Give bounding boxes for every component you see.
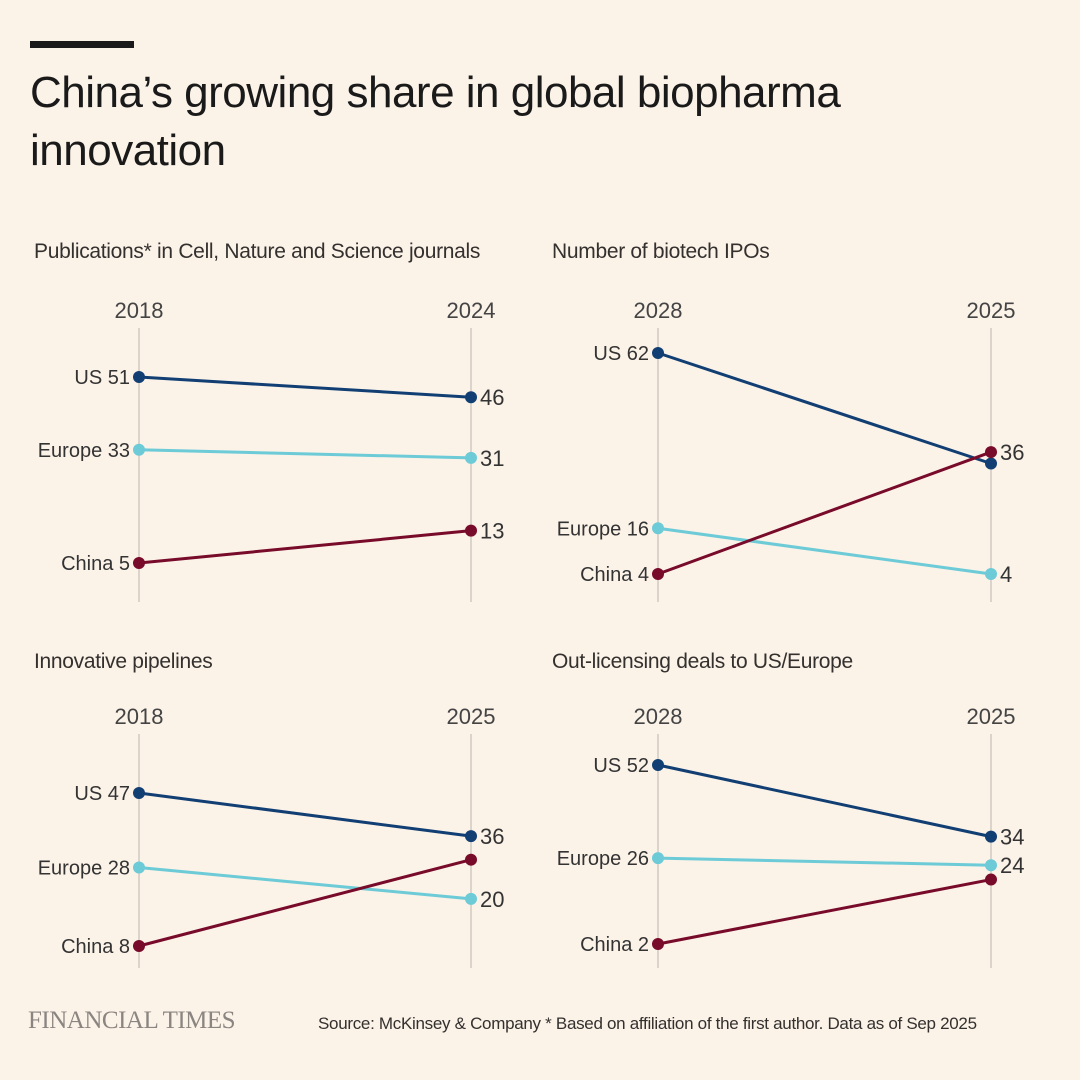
label-europe-start: Europe 16 [557, 518, 649, 540]
title-rule [30, 41, 134, 48]
label-europe-start: Europe 33 [38, 440, 130, 462]
point-us-start [652, 759, 664, 771]
series-line-us [138, 375, 472, 399]
point-china-end [985, 446, 997, 459]
panel-title-publications: Publications* in Cell, Nature and Scienc… [34, 240, 481, 263]
panel-title-pipelines: Innovative pipelines [34, 650, 213, 673]
label-china-end: 36 [1000, 440, 1024, 465]
point-china-end [985, 873, 997, 886]
series-line-europe [138, 448, 472, 460]
point-us-start [652, 347, 664, 359]
page-title: China’s growing share in global biopharm… [30, 68, 841, 175]
panel-title-ipos: Number of biotech IPOs [552, 240, 770, 263]
year-label: 2018 [115, 704, 164, 729]
point-europe-start [652, 522, 664, 535]
series-line-us [138, 791, 472, 838]
series-line-europe [657, 856, 992, 867]
point-china-start [133, 940, 145, 952]
label-europe-end: 4 [1000, 562, 1012, 587]
point-china-start [652, 568, 664, 580]
point-us-end [985, 457, 997, 470]
year-label: 2018 [115, 298, 164, 323]
ft-logo: FINANCIAL TIMES [28, 1007, 236, 1034]
point-europe-end [985, 859, 997, 872]
year-label: 2028 [634, 704, 683, 729]
panel-title-outlicensing: Out-licensing deals to US/Europe [552, 650, 853, 673]
point-china-end [465, 853, 477, 866]
point-europe-end [465, 451, 477, 464]
label-china-start: China 5 [61, 553, 130, 575]
label-us-end: 46 [480, 385, 504, 410]
point-europe-end [985, 568, 997, 580]
point-europe-start [133, 443, 145, 456]
point-europe-start [652, 852, 664, 865]
point-europe-end [465, 892, 477, 905]
label-china-start: China 2 [580, 934, 649, 956]
point-us-start [133, 371, 145, 383]
label-us-start: US 47 [74, 783, 130, 805]
label-us-start: US 62 [593, 343, 649, 365]
year-label: 2025 [447, 704, 496, 729]
point-us-end [465, 830, 477, 843]
series-line-china [138, 529, 472, 565]
label-us-end: 34 [1000, 825, 1024, 850]
year-label: 2025 [967, 298, 1016, 323]
series-line-us [657, 763, 992, 839]
label-china-start: China 4 [580, 564, 649, 586]
series-line-us [657, 351, 992, 465]
label-us-end: 36 [480, 824, 504, 849]
label-europe-end: 31 [480, 446, 504, 471]
label-china-start: China 8 [61, 936, 130, 958]
label-china-end: 13 [480, 519, 504, 544]
source-note: Source: McKinsey & Company * Based on af… [318, 1014, 977, 1033]
point-us-end [465, 391, 477, 404]
series-line-china [138, 858, 472, 948]
year-label: 2024 [447, 298, 496, 323]
label-europe-end: 20 [480, 887, 504, 912]
label-us-start: US 51 [74, 367, 130, 389]
point-china-end [465, 524, 477, 537]
year-label: 2028 [634, 298, 683, 323]
label-europe-start: Europe 28 [38, 858, 130, 880]
point-china-start [133, 557, 145, 569]
year-label: 2025 [967, 704, 1016, 729]
series-line-china [657, 450, 992, 576]
point-us-start [133, 787, 145, 799]
series-line-europe [657, 526, 992, 576]
series-line-china [657, 878, 992, 946]
point-europe-start [133, 861, 145, 874]
label-europe-start: Europe 26 [557, 848, 649, 870]
point-us-end [985, 830, 997, 843]
label-europe-end: 24 [1000, 853, 1024, 878]
series-line-europe [138, 866, 472, 901]
point-china-start [652, 938, 664, 950]
label-us-start: US 52 [593, 755, 649, 777]
